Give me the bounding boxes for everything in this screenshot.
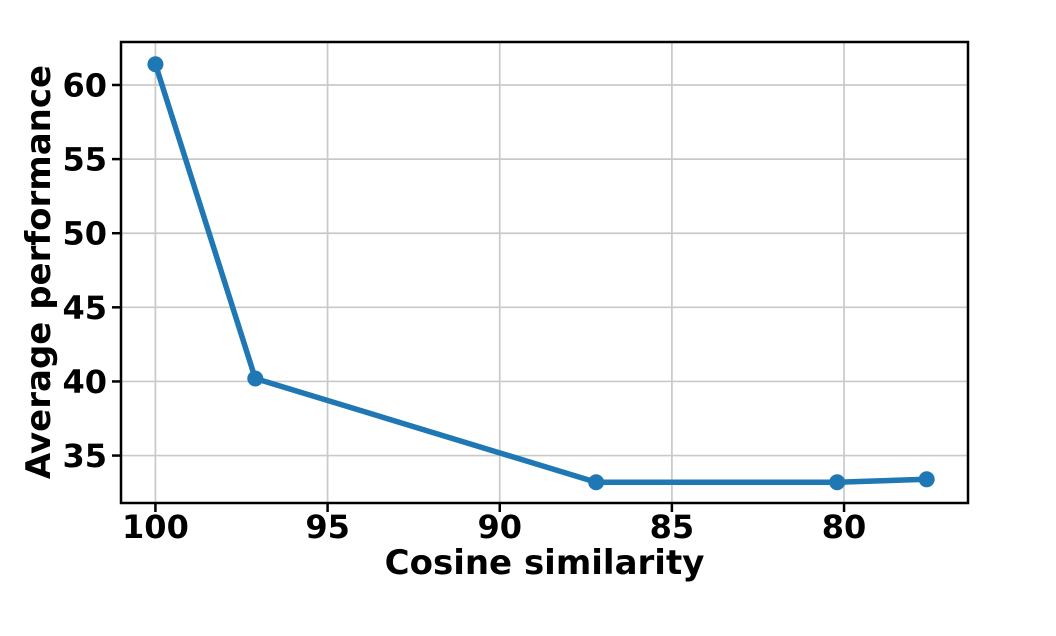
y-tick-label: 50 bbox=[62, 215, 107, 253]
x-tick-label: 100 bbox=[122, 508, 189, 546]
y-axis-label: Average performance bbox=[19, 64, 59, 480]
data-point bbox=[247, 370, 264, 387]
y-tick-label: 60 bbox=[62, 66, 107, 104]
x-tick-label: 95 bbox=[305, 508, 350, 546]
plot-border bbox=[119, 40, 970, 505]
x-tick-label: 85 bbox=[650, 508, 695, 546]
y-tick-label: 45 bbox=[62, 289, 107, 327]
series-line bbox=[152, 61, 930, 485]
data-point bbox=[918, 471, 935, 488]
y-tick-label: 35 bbox=[62, 437, 107, 475]
x-tick-label: 80 bbox=[822, 508, 867, 546]
data-point bbox=[588, 474, 605, 491]
data-point bbox=[829, 474, 846, 491]
x-axis-label: Cosine similarity bbox=[384, 543, 705, 583]
data-point bbox=[147, 56, 164, 73]
y-tick-label: 40 bbox=[62, 363, 107, 401]
x-tick-label: 90 bbox=[477, 508, 522, 546]
y-tick-label: 55 bbox=[62, 141, 107, 179]
